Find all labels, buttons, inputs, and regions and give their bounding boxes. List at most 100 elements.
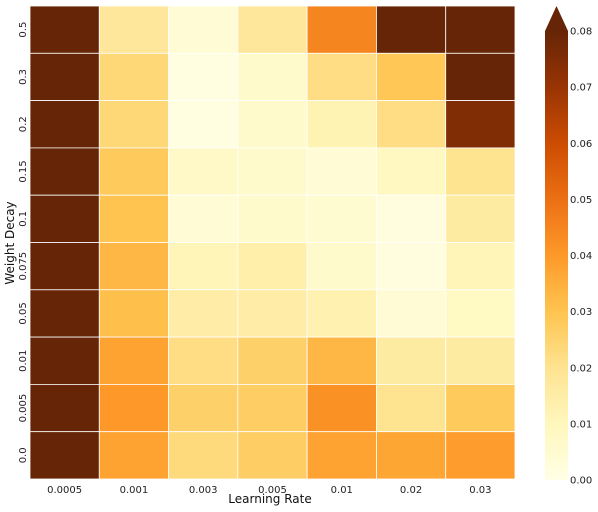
- y-tick-labels: 0.5 0.3 0.2 0.15 0.1 0.075 0.05 0.01 0.005 0.0: [18, 22, 29, 464]
- heatmap-cell: [376, 431, 447, 480]
- heatmap-cell: [376, 100, 447, 149]
- heatmap-cell: [376, 5, 447, 54]
- x-tick-label: 0.0005: [47, 485, 82, 496]
- x-tick-label: 0.003: [189, 485, 218, 496]
- heatmap-cell: [445, 194, 516, 243]
- heatmap-cell: [168, 5, 239, 54]
- heatmap-cell: [237, 289, 308, 338]
- heatmap-cell: [376, 336, 447, 385]
- heatmap-cell: [29, 5, 100, 54]
- heatmap-cell: [168, 431, 239, 480]
- heatmap-cell: [168, 336, 239, 385]
- y-tick-label: 0.1: [18, 211, 29, 227]
- heatmap-cell: [29, 194, 100, 243]
- heatmap-cell: [445, 52, 516, 101]
- y-tick-label: 0.5: [18, 22, 29, 38]
- y-tick-label: 0.2: [18, 116, 29, 132]
- x-tick-label: 0.01: [331, 485, 353, 496]
- y-tick-label: 0.0: [18, 447, 29, 463]
- y-axis-label: Weight Decay: [3, 201, 17, 284]
- heatmap-cell: [29, 383, 100, 433]
- heatmap-cell: [168, 52, 239, 101]
- colorbar-tick-label: 0.08: [570, 27, 592, 38]
- heatmap-cell: [98, 52, 169, 101]
- heatmap-cell: [168, 147, 239, 196]
- heatmap-cell: [168, 289, 239, 338]
- heatmap-cell: [237, 52, 308, 101]
- heatmap-cell: [445, 383, 516, 433]
- heatmap-cell: [29, 289, 100, 338]
- heatmap-cell: [445, 336, 516, 385]
- heatmap-cell: [237, 242, 308, 291]
- colorbar-tick-label: 0.02: [570, 363, 592, 374]
- colorbar-tick-label: 0.06: [570, 139, 592, 150]
- heatmap-cell: [98, 100, 169, 149]
- y-tick-label: 0.01: [18, 350, 29, 372]
- heatmap-cell: [237, 5, 308, 54]
- x-tick-label: 0.03: [469, 485, 491, 496]
- heatmap-cell: [168, 242, 239, 291]
- heatmap-cell: [29, 336, 100, 385]
- heatmap-cell: [98, 5, 169, 54]
- heatmap-cell: [445, 431, 516, 480]
- colorbar-tick-label: 0.05: [570, 195, 592, 206]
- heatmap-cell: [29, 242, 100, 291]
- y-tick-label: 0.075: [18, 252, 29, 281]
- heatmap-cell: [376, 242, 447, 291]
- heatmap-cell: [376, 147, 447, 196]
- heatmap-cell: [237, 147, 308, 196]
- heatmap-cell: [168, 100, 239, 149]
- x-tick-label: 0.001: [120, 485, 149, 496]
- heatmap-cell: [306, 147, 377, 196]
- y-tick-label: 0.3: [18, 69, 29, 85]
- heatmap-cell: [98, 431, 169, 480]
- heatmap-cell: [376, 383, 447, 433]
- heatmap-cell: [237, 383, 308, 433]
- colorbar-tick-label: 0.00: [570, 476, 592, 487]
- heatmap-cell: [237, 336, 308, 385]
- colorbar-tick-label: 0.03: [570, 307, 592, 318]
- heatmap-cell: [445, 5, 516, 54]
- heatmap-cell: [306, 5, 377, 54]
- y-tick-label: 0.05: [18, 302, 29, 324]
- heatmap-cell: [306, 383, 377, 433]
- heatmap-cell: [237, 194, 308, 243]
- heatmap-cell: [306, 336, 377, 385]
- heatmap-cell: [445, 242, 516, 291]
- heatmap-cell: [29, 147, 100, 196]
- heatmap-cell: [445, 100, 516, 149]
- x-tick-label: 0.02: [400, 485, 422, 496]
- colorbar-gradient: [545, 31, 568, 480]
- heatmap-cell: [29, 431, 100, 480]
- heatmap-cell: [376, 52, 447, 101]
- heatmap-cell: [376, 194, 447, 243]
- colorbar-tick-label: 0.07: [570, 83, 592, 94]
- heatmap-cell: [306, 289, 377, 338]
- heatmap-cell: [306, 194, 377, 243]
- heatmap-cell: [98, 242, 169, 291]
- heatmap-cell: [306, 52, 377, 101]
- heatmap-cell: [98, 289, 169, 338]
- heatmap-cell: [98, 336, 169, 385]
- heatmap-cell: [237, 100, 308, 149]
- y-tick-label: 0.15: [18, 160, 29, 182]
- heatmap-cell: [98, 383, 169, 433]
- x-tick-labels: 0.0005 0.001 0.003 0.005 0.01 0.02 0.03: [47, 485, 491, 496]
- heatmap-cell: [29, 100, 100, 149]
- heatmap-cell: [306, 100, 377, 149]
- y-tick-label: 0.005: [18, 394, 29, 423]
- x-axis-label: Learning Rate: [228, 492, 311, 506]
- heatmap-cell: [29, 52, 100, 101]
- heatmap-cell: [237, 431, 308, 480]
- heatmap-cell: [445, 289, 516, 338]
- heatmap-cells: [29, 5, 516, 480]
- heatmap-cell: [98, 147, 169, 196]
- colorbar-extend-arrow: [545, 6, 568, 31]
- heatmap-cell: [306, 242, 377, 291]
- colorbar-tick-labels: 0.00 0.01 0.02 0.03 0.04 0.05 0.06 0.07 0.08: [570, 27, 592, 487]
- heatmap-cell: [306, 431, 377, 480]
- colorbar: 0.00 0.01 0.02 0.03 0.04 0.05 0.06 0.07 0.08: [545, 6, 592, 487]
- x-tick-label: 0.005: [258, 485, 287, 496]
- colorbar-tick-label: 0.01: [570, 419, 592, 430]
